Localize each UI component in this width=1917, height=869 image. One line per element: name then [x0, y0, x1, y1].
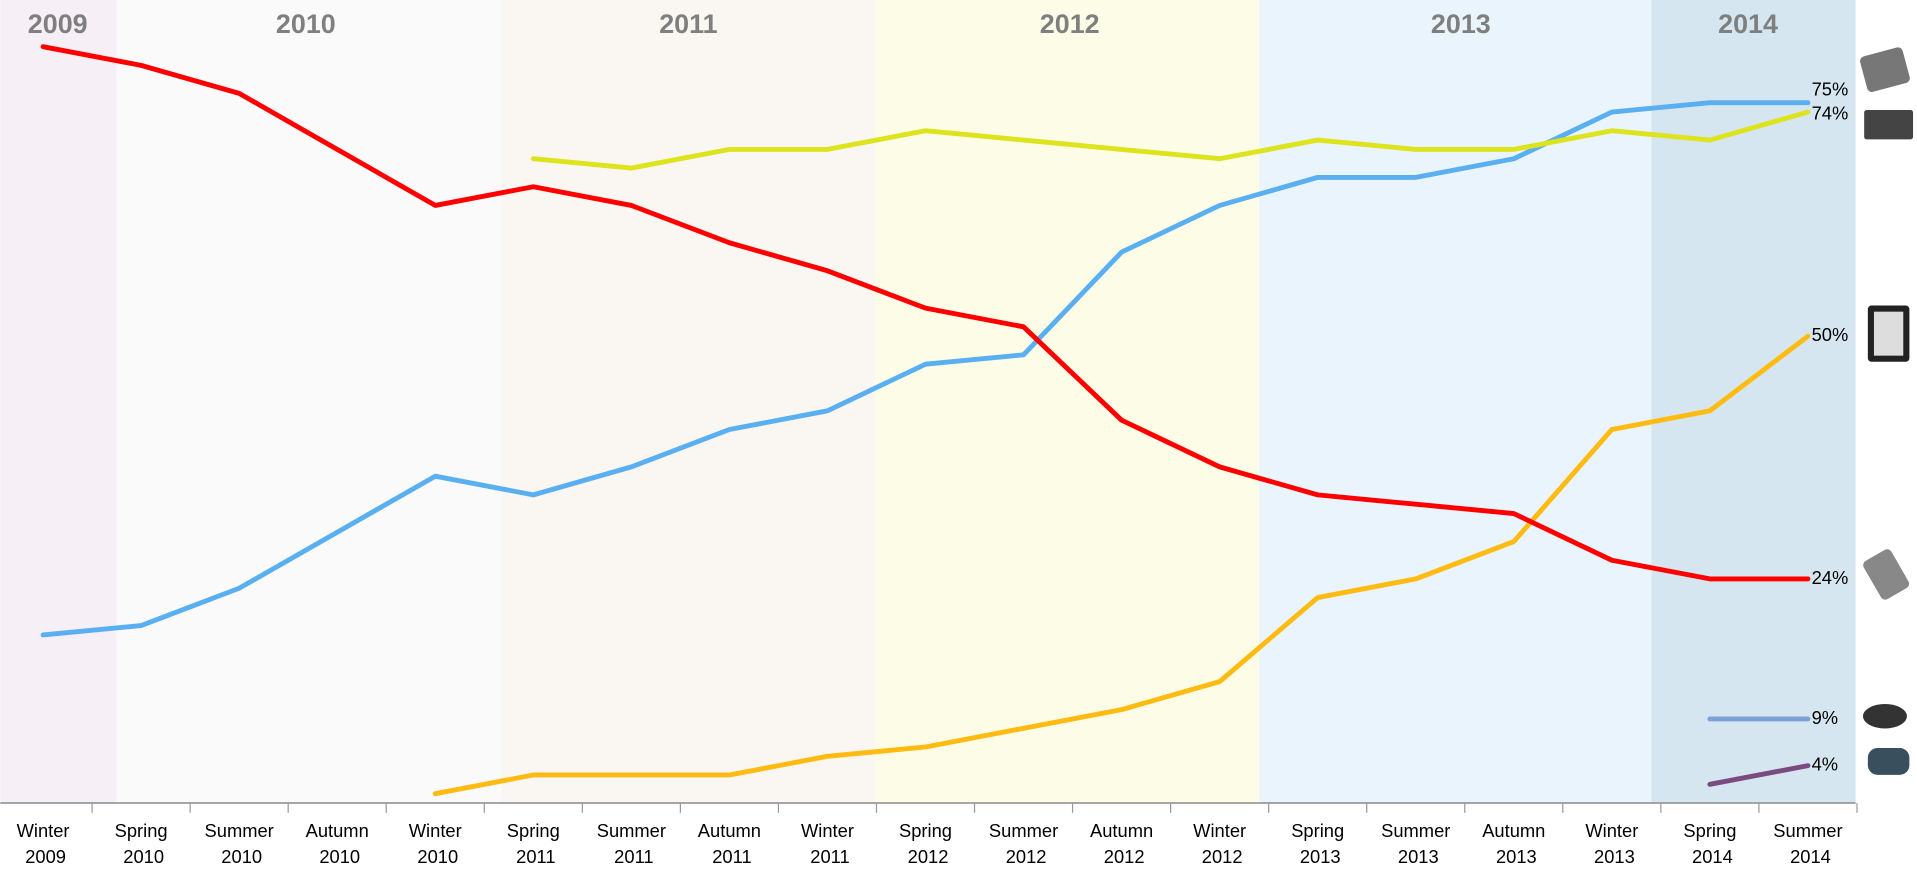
- year-band: [501, 0, 876, 803]
- year-band: [875, 0, 1260, 803]
- icon-tablet-screen: [1873, 311, 1904, 356]
- value-label: 24%: [1812, 567, 1849, 588]
- series-line: [40, 100, 1811, 638]
- year-label: 2011: [659, 9, 717, 39]
- x-tick-label: Summer 2012: [989, 820, 1058, 867]
- x-tick-label: Autumn 2011: [698, 820, 761, 867]
- icon-pda: [1860, 47, 1910, 92]
- x-tick-label: Spring 2010: [115, 820, 168, 867]
- year-band: [0, 0, 117, 803]
- year-label: 2010: [276, 9, 336, 39]
- x-tick-label: Spring 2011: [507, 820, 560, 867]
- x-tick-label: Summer 2010: [205, 820, 274, 867]
- year-label: 2012: [1040, 9, 1100, 39]
- value-label: 9%: [1812, 707, 1839, 728]
- x-tick-label: Spring 2012: [899, 820, 952, 867]
- x-tick-label: Autumn 2012: [1090, 820, 1153, 867]
- device-icons: [1860, 47, 1914, 775]
- x-tick-label: Autumn 2013: [1482, 820, 1545, 867]
- value-label: 75%: [1812, 78, 1849, 99]
- x-tick-label: Summer 2014: [1773, 820, 1842, 867]
- year-band: [116, 0, 502, 803]
- year-label: 2014: [1718, 9, 1778, 39]
- icon-dongle: [1862, 704, 1907, 729]
- year-label: 2009: [28, 9, 88, 39]
- x-tick-label: Autumn 2010: [306, 820, 369, 867]
- year-label: 2013: [1431, 9, 1491, 39]
- x-tick-label: Winter 2010: [409, 820, 462, 867]
- x-tick-label: Winter 2012: [1193, 820, 1246, 867]
- value-label: 50%: [1812, 324, 1849, 345]
- series-line: [40, 44, 1811, 582]
- series-line: [530, 109, 1811, 171]
- icon-watch: [1867, 748, 1910, 775]
- icon-phone: [1863, 549, 1910, 600]
- series-line: [1707, 763, 1811, 787]
- value-label: 4%: [1812, 753, 1839, 774]
- x-tick-label: Summer 2011: [597, 820, 666, 867]
- x-tick-label: Spring 2014: [1683, 820, 1736, 867]
- x-tick-label: Winter 2013: [1585, 820, 1638, 867]
- year-band: [1651, 0, 1856, 803]
- x-tick-label: Spring 2013: [1291, 820, 1344, 867]
- icon-laptop: [1864, 110, 1914, 140]
- x-tick-label: Winter 2011: [801, 820, 854, 867]
- x-tick-label: Winter 2009: [17, 820, 70, 867]
- series-line: [432, 333, 1811, 797]
- value-label: 74%: [1812, 102, 1849, 123]
- x-tick-label: Summer 2013: [1381, 820, 1450, 867]
